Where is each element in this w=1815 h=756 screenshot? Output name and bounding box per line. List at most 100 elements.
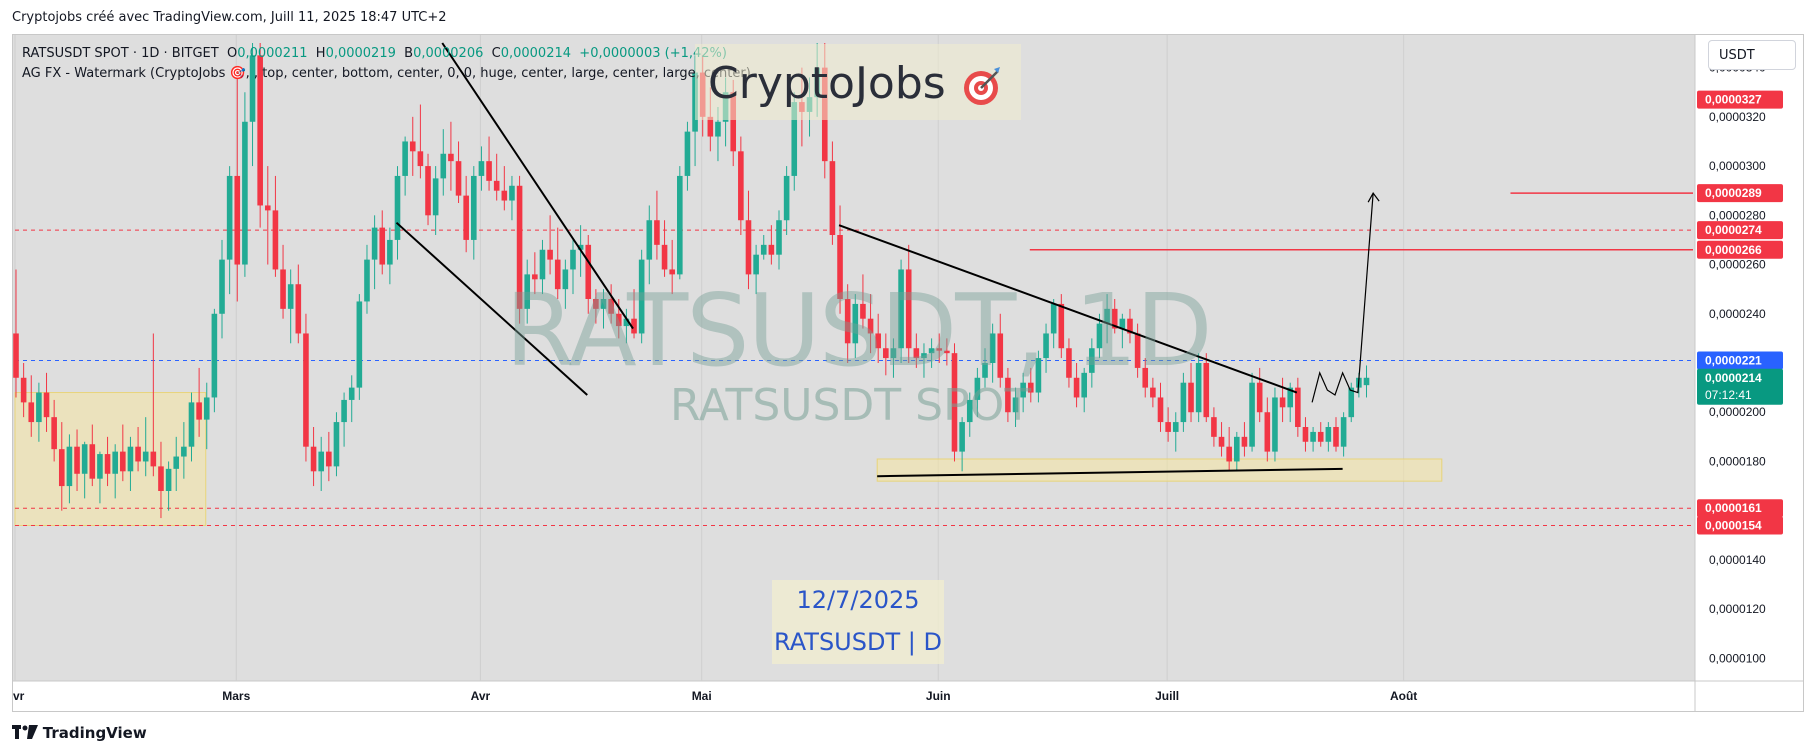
candle-body [51,417,57,450]
candle-body [1317,431,1324,442]
trendline [441,42,634,330]
candle-body [890,348,897,359]
candle-body [58,449,65,487]
candle-body [1058,303,1065,349]
countdown-text: 07:12:41 [1705,388,1752,402]
candle-body [623,318,630,327]
candle-body [1104,308,1110,324]
candle-body [577,244,584,250]
candle-body [1005,377,1011,413]
candle-body [142,451,149,462]
candle-body [1089,348,1095,373]
candle-body [1150,387,1156,398]
candle-body [165,468,172,491]
candle-body [1333,427,1339,447]
candle-body [738,151,744,221]
candle-body [242,121,248,265]
candle-body [951,353,958,452]
candle-body [570,249,576,270]
price-label-bg [1697,184,1783,203]
candle-body [455,161,462,196]
candle-body [1249,382,1255,447]
candle-body [272,210,279,270]
projection-arrow [1367,192,1380,203]
trendline [877,467,1343,478]
candle-body [684,131,691,176]
candle-body [1180,382,1187,423]
price-tick-label: 0,0000180 [1709,454,1766,468]
candle-body [593,299,599,309]
candle-body [486,161,492,181]
candle-body [982,363,988,378]
candle-body [409,141,416,152]
candle-body [303,333,309,447]
candle-body [1066,348,1072,378]
candle-body [615,313,622,327]
candle-body [631,318,637,334]
low-label: B [404,46,414,61]
currency-button[interactable]: USDT [1708,40,1796,70]
candle-body [1027,382,1034,393]
candle-body [1363,377,1370,386]
brand-watermark: CryptoJobs [708,58,1002,109]
candle-body [966,399,973,423]
candle-body [181,446,187,457]
candle-body [1119,318,1126,329]
candle-body [1272,397,1278,452]
candle-body [364,259,370,302]
candle-body [280,269,286,309]
time-tick-label: Juin [926,689,951,703]
candle-body [1073,377,1080,398]
candle-body [654,220,660,245]
price-tick-label: 0,0000100 [1709,651,1766,665]
open-label: O [226,46,238,61]
candle-body [1340,417,1347,447]
time-tick-label: vr [13,689,25,703]
candle-body [501,190,508,201]
price-tick-label: 0,0000300 [1709,159,1766,173]
candle-body [539,249,546,280]
candle-body [379,227,386,265]
candle-body [509,185,515,201]
candle-body [158,466,164,491]
candle-body [249,55,256,122]
candle-body [1172,422,1179,432]
support-zone [876,458,1443,482]
candle-body [600,299,607,309]
candle-body [860,303,866,319]
candle-body [1195,363,1202,413]
candle-body [1264,412,1271,452]
candle-body [883,348,889,359]
candle-body [898,269,904,349]
candle-body [791,102,798,176]
candle-body [760,244,767,255]
candle-body [829,161,836,235]
candle-body [1279,397,1286,408]
candle-body [203,397,210,420]
candle-body [905,269,912,349]
price-label-bg [1697,221,1783,240]
chart-header: Cryptojobs créé avec TradingView.com, Ju… [12,10,447,25]
candle-body [837,235,843,299]
price-label-bg [1697,499,1783,518]
symbol-timeframe-watermark: RATSUSDT | D [774,628,942,656]
tradingview-logo[interactable]: TradingView [12,724,147,742]
candle-body [120,451,126,472]
price-label-text: 0,0000327 [1705,93,1762,107]
candle-body [127,446,134,472]
candle-body [1050,303,1057,334]
candle-body [188,402,195,447]
candle-body [974,377,981,400]
candle-body [1203,363,1210,418]
candle-body [28,402,35,423]
candle-body [875,333,881,349]
candle-body [394,175,401,240]
symbol-legend[interactable]: RATSUSDT SPOT · 1D · BITGET O0,0000211 H… [22,46,727,61]
candle-body [1302,427,1309,442]
candle-body [333,422,340,467]
candle-body [417,151,424,167]
candle-body [1165,422,1171,432]
candle-body [776,220,782,255]
indicator-legend[interactable]: AG FX - Watermark (CryptoJobs 🎯, , top, … [22,66,751,81]
high-value: 0,0000219 [325,46,396,61]
